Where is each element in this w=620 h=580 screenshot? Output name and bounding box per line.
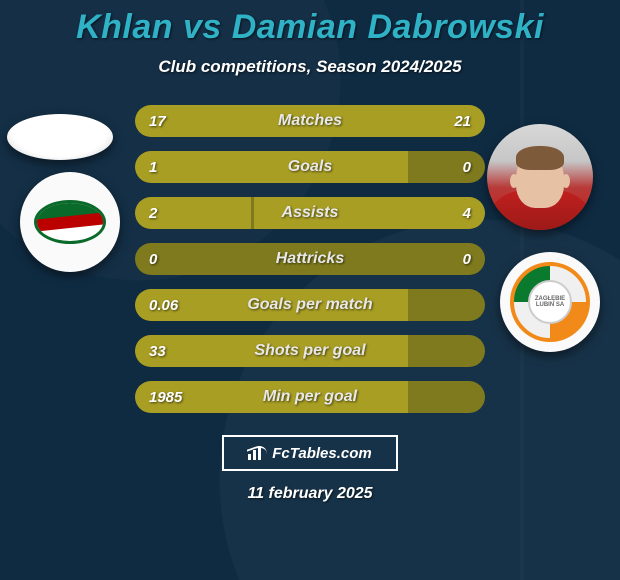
stat-value-left: 0.06 [149,297,178,314]
player-right-avatar [487,124,593,230]
stat-bar-left [135,151,408,183]
stat-value-left: 1 [149,159,157,176]
stat-row: 10Goals [135,151,485,183]
stat-value-right: 0 [463,159,471,176]
stat-row: 1985Min per goal [135,381,485,413]
stat-value-right: 0 [463,251,471,268]
stat-label: Hattricks [135,250,485,268]
stat-row: 33Shots per goal [135,335,485,367]
stat-row: 24Assists [135,197,485,229]
stat-value-left: 2 [149,205,157,222]
club-left-crest [20,172,120,272]
brand-badge: FcTables.com [222,435,398,471]
stat-value-right: 21 [454,113,471,130]
stat-value-left: 17 [149,113,166,130]
stat-value-left: 1985 [149,389,182,406]
stat-row: 0 0Hattricks [135,243,485,275]
zaglebie-crest-inner: ZAGŁĘBIELUBIN SA [528,280,572,324]
subtitle: Club competitions, Season 2024/2025 [0,57,620,77]
stat-value-left: 0 [149,251,157,268]
club-right-crest: ZAGŁĘBIELUBIN SA [500,252,600,352]
stat-value-right: 4 [463,205,471,222]
stat-bar-left [135,335,408,367]
stat-row: 1721Matches [135,105,485,137]
page-title: Khlan vs Damian Dabrowski [0,0,620,47]
avatar-head [516,152,564,208]
stat-bar-right [254,197,485,229]
player-left-avatar [7,114,113,160]
comparison-card: Khlan vs Damian Dabrowski Club competiti… [0,0,620,580]
brand-text: FcTables.com [272,445,371,462]
zaglebie-crest-icon: ZAGŁĘBIELUBIN SA [510,262,590,342]
stat-row: 0.06Goals per match [135,289,485,321]
date-text: 11 february 2025 [0,485,620,503]
stat-value-left: 33 [149,343,166,360]
fctables-icon [248,446,266,460]
lechia-crest-icon [34,200,106,244]
